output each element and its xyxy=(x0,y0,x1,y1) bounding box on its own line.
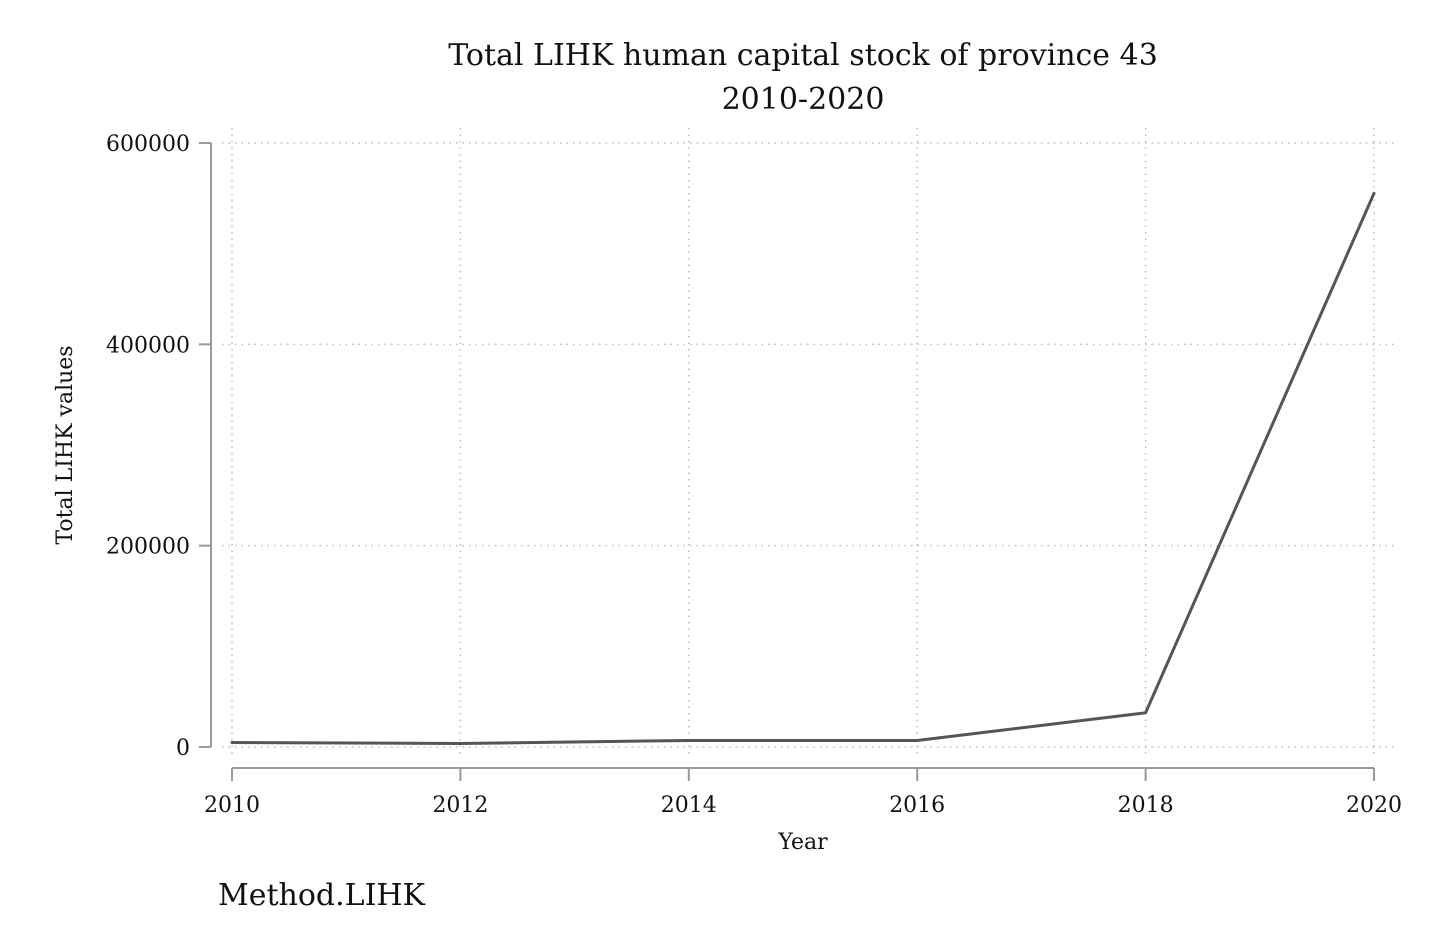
series-line-0 xyxy=(230,191,1376,745)
x-tick-label: 2016 xyxy=(889,793,945,818)
axes xyxy=(210,143,1374,769)
y-tick-label: 0 xyxy=(176,736,190,761)
x-tick-label: 2010 xyxy=(204,793,260,818)
chart-note: Method.LIHK xyxy=(218,878,426,913)
chart-title: Total LIHK human capital stock of provin… xyxy=(448,38,1158,73)
x-axis-label: Year xyxy=(777,830,828,855)
y-tick-label: 400000 xyxy=(106,333,190,358)
y-tick-label: 200000 xyxy=(106,535,190,560)
grid-lines xyxy=(222,128,1396,757)
y-axis-label: Total LIHK values xyxy=(53,345,78,544)
ticks: 0 200000 400000 600000 2010 2012 2014 2016 2018 2… xyxy=(106,132,1402,818)
x-tick-label: 2014 xyxy=(661,793,717,818)
x-tick-label: 2018 xyxy=(1118,793,1174,818)
series xyxy=(230,191,1376,745)
y-tick-label: 600000 xyxy=(106,132,190,157)
x-tick-label: 2020 xyxy=(1346,793,1402,818)
x-tick-label: 2012 xyxy=(432,793,488,818)
chart-subtitle: 2010-2020 xyxy=(722,82,885,117)
